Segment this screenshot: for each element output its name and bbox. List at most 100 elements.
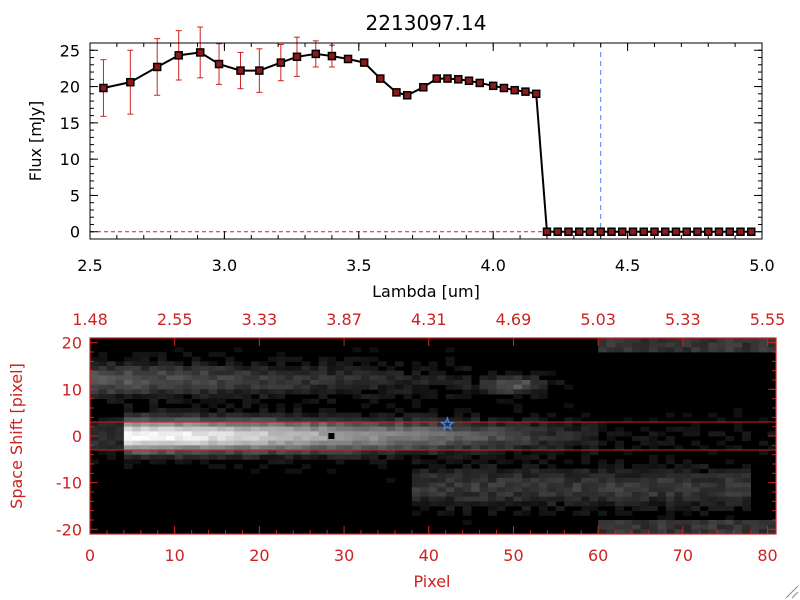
image-pixel [462,422,472,428]
image-pixel [488,510,497,516]
image-pixel [318,370,328,376]
image-pixel [462,431,472,437]
image-pixel [157,408,167,414]
image-pixel [217,398,226,404]
image-pixel [632,445,641,451]
image-pixel [504,384,514,390]
image-pixel [648,473,658,479]
image-pixel [564,492,574,498]
image-pixel [411,445,421,451]
image-pixel [640,440,650,446]
image-pixel [589,496,599,502]
image-pixel [267,370,277,376]
flux-data-point [703,227,713,236]
image-pixel [284,468,294,474]
image-pixel [674,445,684,451]
image-pixel [462,520,472,526]
image-pixel [293,454,303,460]
image-pixel [513,370,523,376]
image-pixel [632,492,641,498]
image-pixel [225,422,235,428]
image-pixel [200,384,209,390]
image-pixel [759,338,768,344]
image-pixel [496,506,506,512]
image-pixel [276,370,286,376]
image-pixel [513,450,523,456]
image-pixel [708,492,718,498]
image-pixel [183,422,193,428]
image-pixel [547,431,557,437]
y-tick-label: 5 [70,186,80,205]
image-pixel [361,375,370,381]
space-shift-axis-label: Space Shift [pixel] [7,363,26,509]
image-pixel [361,422,370,428]
image-pixel [352,389,362,395]
image-pixel [267,422,277,428]
image-pixel [674,468,684,474]
image-pixel [530,473,540,479]
image-pixel [225,384,235,390]
image-pixel [555,440,565,446]
image-pixel [513,403,523,409]
wavelength-tick-label: 5.33 [665,310,701,329]
image-pixel [225,366,235,372]
image-pixel [369,436,379,442]
image-pixel [428,445,438,451]
image-pixel [454,440,464,446]
spectrum-image-chart: 0 10 20 30 40 50 60 70 80 1.48 2.55 3.33 3.87 4.31 4.… [7,310,785,591]
image-pixel [767,431,777,437]
image-pixel [200,431,209,437]
image-pixel [98,422,108,428]
image-pixel [615,431,624,437]
image-pixel [513,478,523,484]
image-pixel [284,384,294,390]
image-pixel [708,468,718,474]
image-pixel [530,440,540,446]
image-pixel [335,450,345,456]
image-pixel [479,473,489,479]
image-pixel [462,501,472,507]
image-pixel [174,398,184,404]
image-pixel [632,436,641,442]
image-pixel [462,408,472,414]
image-pixel [648,501,658,507]
image-pixel [632,501,641,507]
image-pixel [648,436,658,442]
flux-data-point [432,74,442,83]
image-pixel [759,342,768,348]
image-pixel [386,380,396,386]
image-pixel [217,422,226,428]
image-pixel [437,510,447,516]
image-pixel [538,380,548,386]
image-pixel [174,436,184,442]
image-pixel [132,394,142,400]
image-pixel [284,370,294,376]
image-pixel [708,482,718,488]
image-pixel [149,380,159,386]
image-pixel [335,389,345,395]
image-pixel [250,436,260,442]
image-pixel [344,422,353,428]
image-pixel [140,412,150,418]
image-pixel [691,524,701,530]
image-pixel [293,431,303,437]
image-pixel [394,380,404,386]
image-pixel [183,408,193,414]
image-pixel [471,431,480,437]
image-pixel [445,510,455,516]
image-pixel [462,482,472,488]
image-pixel [462,384,472,390]
image-pixel [267,431,277,437]
image-pixel [547,501,557,507]
image-pixel [284,366,294,372]
image-pixel [589,450,599,456]
image-pixel [623,520,633,526]
image-pixel [123,403,133,409]
image-pixel [598,342,608,348]
image-pixel [403,445,413,451]
image-pixel [504,492,514,498]
image-pixel [344,426,353,432]
image-pixel [242,366,252,372]
image-pixel [318,440,328,446]
image-pixel [115,389,125,395]
